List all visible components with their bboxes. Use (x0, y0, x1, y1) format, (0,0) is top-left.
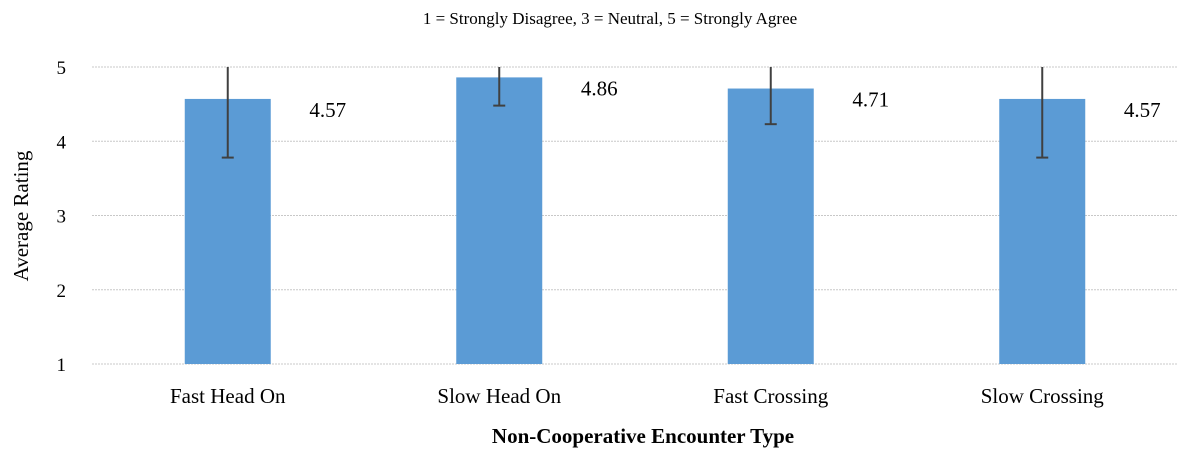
bar-3 (727, 88, 814, 364)
chart-title: 1 = Strongly Disagree, 3 = Neutral, 5 = … (423, 9, 797, 28)
y-tick-label-1: 1 (57, 355, 67, 376)
x-axis-categories: Fast Head On Slow Head On Fast Crossing Slo… (170, 384, 1104, 408)
category-label-1: Fast Head On (170, 384, 286, 408)
y-tick-label-2: 2 (57, 281, 67, 302)
category-label-4: Slow Crossing (981, 384, 1105, 408)
category-label-2: Slow Head On (437, 384, 561, 408)
y-tick-label-4: 4 (57, 132, 67, 153)
x-axis-title: Non-Cooperative Encounter Type (492, 424, 794, 448)
data-label-2: 4.86 (581, 76, 618, 100)
bar-2 (456, 77, 543, 365)
bars (184, 77, 1086, 365)
data-label-1: 4.57 (309, 98, 346, 122)
data-label-3: 4.71 (852, 88, 889, 112)
data-label-4: 4.57 (1124, 98, 1161, 122)
error-bars (221, 67, 1049, 159)
y-tick-label-3: 3 (57, 207, 67, 228)
y-axis-ticks: 1 2 3 4 5 (57, 58, 67, 376)
y-tick-label-5: 5 (57, 58, 67, 79)
y-axis-title: Average Rating (9, 150, 33, 281)
category-label-3: Fast Crossing (713, 384, 828, 408)
gridlines (92, 66, 1178, 365)
data-labels: 4.57 4.86 4.71 4.57 (309, 76, 1160, 122)
